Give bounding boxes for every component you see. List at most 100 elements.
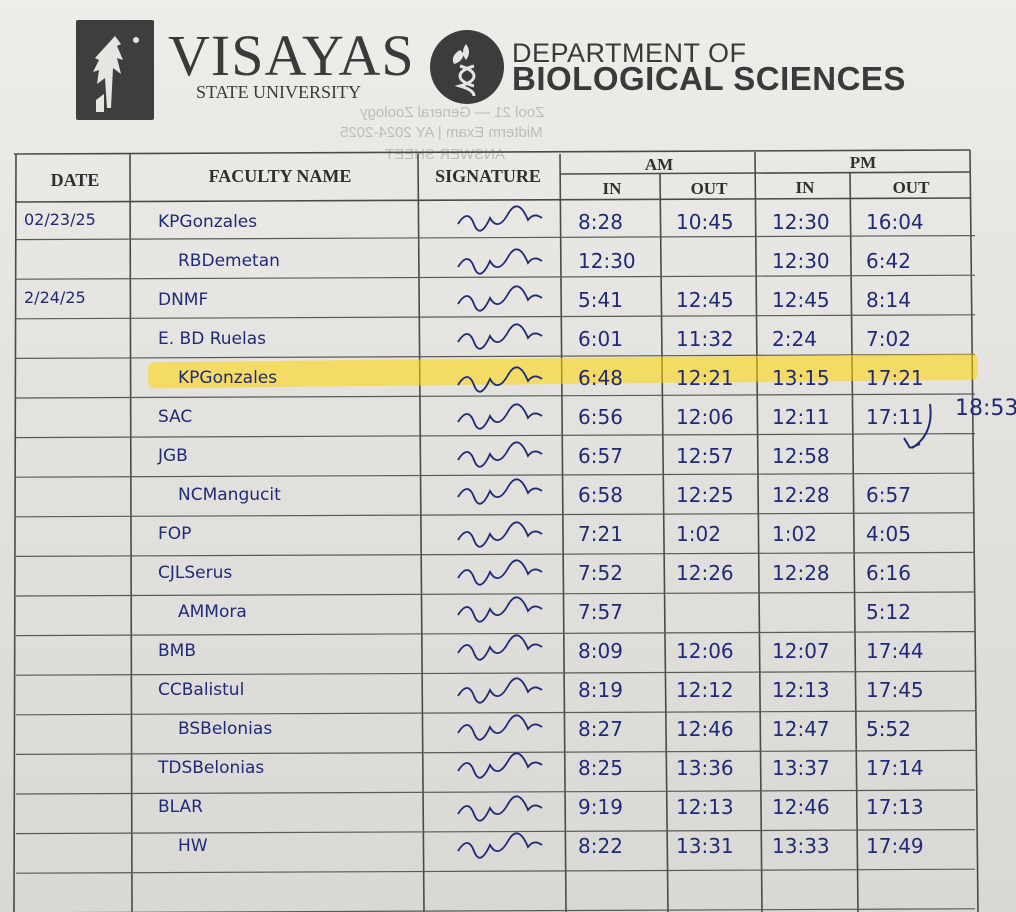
cell-pm-in: 13:33: [772, 834, 830, 858]
cell-name: TDSBelonias: [158, 758, 265, 778]
cell-name: NCMangucit: [178, 485, 281, 505]
signature-scribble-icon: [457, 752, 543, 779]
cell-name: JGB: [158, 446, 188, 466]
vsu-logo: [76, 20, 154, 120]
col-header-pm: PM: [849, 153, 877, 172]
signature-scribble-icon: [457, 366, 543, 393]
cell-am-in: 7:21: [578, 522, 623, 546]
cell-name: CJLSerus: [158, 563, 233, 583]
cell-pm-in: 12:07: [772, 639, 830, 663]
cell-am-in: 5:41: [578, 288, 623, 312]
cell-pm-out: 17:11: [866, 405, 924, 429]
cell-am-in: 6:01: [578, 327, 623, 351]
cell-name: DNMF: [158, 290, 209, 310]
cell-name: BMB: [158, 641, 196, 661]
cell-pm-out: 5:52: [866, 717, 911, 741]
cell-am-in: 8:28: [578, 210, 623, 234]
cell-pm-out: 17:13: [866, 795, 924, 819]
cell-pm-out: 17:21: [866, 366, 924, 390]
cell-pm-out: 17:45: [866, 678, 924, 702]
col-header-faculty-name: FACULTY NAME: [208, 166, 352, 186]
col-header-pm-out: OUT: [892, 178, 930, 197]
cell-pm-in: 12:30: [772, 249, 830, 273]
cell-pm-in: 12:46: [772, 795, 830, 819]
cell-am-out: 12:21: [676, 366, 734, 390]
cell-pm-out: 17:44: [866, 639, 924, 663]
cell-am-in: 9:19: [578, 795, 623, 819]
row-divider: [15, 235, 976, 241]
cell-pm-in: 12:45: [772, 288, 830, 312]
cell-name: RBDemetan: [178, 251, 280, 271]
cell-pm-out: 17:49: [866, 834, 924, 858]
signature-scribble-icon: [457, 248, 543, 275]
row-divider: [15, 828, 976, 835]
signature-scribble-icon: [457, 634, 543, 661]
cell-pm-in: 13:37: [772, 756, 830, 780]
cell-pm-in: 12:30: [772, 210, 830, 234]
col-header-am: AM: [644, 155, 674, 174]
cell-am-in: 8:19: [578, 678, 623, 702]
cell-am-out: 12:12: [676, 678, 734, 702]
cell-am-in: 8:22: [578, 834, 623, 858]
cell-am-out: 12:26: [676, 561, 734, 585]
cell-am-in: 8:27: [578, 717, 623, 741]
cell-pm-in: 12:58: [772, 444, 830, 468]
row-divider: [15, 472, 976, 478]
cell-pm-out: 6:57: [866, 483, 911, 507]
department-line1: DEPARTMENT OF: [512, 38, 747, 68]
cell-am-in: 6:48: [578, 366, 623, 390]
row-divider: [15, 393, 976, 399]
cell-pm-out: 4:05: [866, 522, 911, 546]
signature-scribble-icon: [457, 285, 543, 312]
cell-am-out: 13:36: [676, 756, 734, 780]
row-divider: [15, 630, 976, 637]
cell-pm-in: 12:47: [772, 717, 830, 741]
row-divider: [15, 274, 976, 280]
cell-pm-out: 7:02: [866, 327, 911, 351]
cell-am-in: 6:57: [578, 444, 623, 468]
cell-am-out: 12:13: [676, 795, 734, 819]
signature-scribble-icon: [457, 323, 543, 350]
cell-am-out: 12:06: [676, 639, 734, 663]
cell-name: SAC: [158, 407, 193, 427]
cell-pm-out: 5:12: [866, 600, 911, 624]
col-header-signature: SIGNATURE: [435, 166, 541, 186]
cell-date: 2/24/25: [24, 288, 86, 307]
signature-scribble-icon: [457, 403, 543, 430]
cell-am-out: 1:02: [676, 522, 721, 546]
row-divider: [15, 512, 976, 518]
cell-am-out: 12:46: [676, 717, 734, 741]
cell-am-out: 10:45: [676, 210, 734, 234]
row-divider: [15, 710, 976, 716]
cell-am-in: 8:09: [578, 639, 623, 663]
signature-scribble-icon: [457, 521, 543, 548]
cell-am-out: 12:45: [676, 288, 734, 312]
row-divider: [15, 314, 976, 320]
col-header-am-out: OUT: [690, 179, 728, 198]
cell-am-out: 12:57: [676, 444, 734, 468]
row-divider: [15, 749, 976, 756]
cell-pm-out: 6:16: [866, 561, 911, 585]
cell-am-in: 6:56: [578, 405, 623, 429]
col-header-am-in: IN: [602, 179, 622, 198]
cell-pm-out: 17:14: [866, 756, 924, 780]
signature-scribble-icon: [457, 832, 543, 859]
university-subtitle: STATE UNIVERSITY: [196, 82, 362, 102]
row-divider: [15, 591, 976, 597]
signature-scribble-icon: [457, 559, 543, 586]
margin-note: 18:53: [955, 396, 1016, 421]
cell-am-out: 12:06: [676, 405, 734, 429]
row-divider: [15, 789, 976, 795]
col-header-date: DATE: [50, 170, 100, 190]
row-divider: [15, 551, 976, 558]
cell-name: KPGonzales: [158, 212, 258, 232]
cell-name: AMMora: [178, 602, 247, 622]
signature-scribble-icon: [457, 795, 543, 822]
cell-am-in: 12:30: [578, 249, 636, 273]
signature-scribble-icon: [457, 478, 543, 505]
cell-name: FOP: [158, 524, 192, 544]
cell-am-in: 7:57: [578, 600, 623, 624]
cell-pm-in: 12:28: [772, 561, 830, 585]
cell-pm-in: 2:24: [772, 327, 817, 351]
